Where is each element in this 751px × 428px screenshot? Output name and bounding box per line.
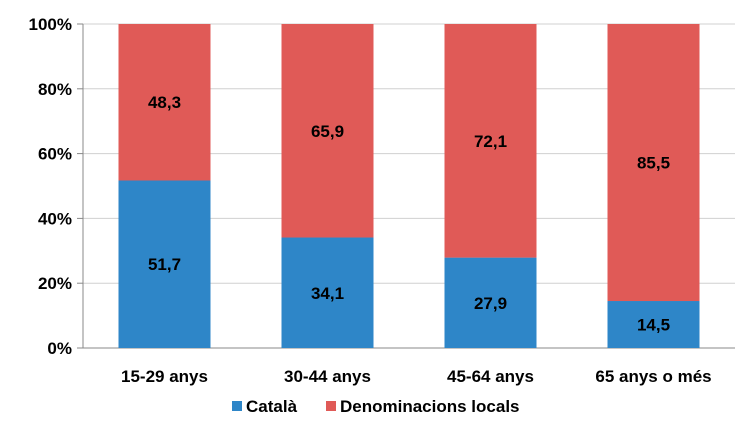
- x-axis: 15-29 anys 30-44 anys 45-64 anys 65 anys o …: [121, 367, 712, 386]
- legend-label: Català: [246, 397, 298, 416]
- bar-segment: [607, 24, 700, 302]
- legend-swatch: [326, 401, 336, 411]
- bar-segment: [444, 24, 537, 258]
- x-tick-label: 30-44 anys: [284, 367, 371, 386]
- y-tick-label: 100%: [29, 15, 72, 34]
- bar-segment: [607, 301, 700, 348]
- data-label: 27,9: [474, 294, 507, 313]
- y-tick-label: 60%: [38, 145, 72, 164]
- bars: [118, 24, 700, 348]
- y-axis: 0% 20% 40% 60% 80% 100%: [29, 15, 84, 358]
- data-labels: 51,7 48,3 34,1 65,9 27,9 72,1 14,5 85,5: [148, 93, 670, 334]
- y-tick-label: 20%: [38, 274, 72, 293]
- y-tick-label: 40%: [38, 209, 72, 228]
- data-label: 34,1: [311, 284, 344, 303]
- bar-segment: [118, 180, 211, 348]
- bar-segment: [281, 237, 374, 348]
- bar-segment: [281, 24, 374, 238]
- bar-segment: [444, 257, 537, 348]
- x-tick-label: 65 anys o més: [595, 367, 711, 386]
- legend-swatch: [232, 401, 242, 411]
- data-label: 14,5: [637, 316, 670, 335]
- data-label: 51,7: [148, 255, 181, 274]
- data-label: 48,3: [148, 93, 181, 112]
- x-tick-label: 15-29 anys: [121, 367, 208, 386]
- x-tick-label: 45-64 anys: [447, 367, 534, 386]
- data-label: 85,5: [637, 154, 670, 173]
- data-label: 65,9: [311, 122, 344, 141]
- legend-label: Denominacions locals: [340, 397, 520, 416]
- y-tick-label: 0%: [47, 339, 72, 358]
- y-tick-label: 80%: [38, 80, 72, 99]
- legend: Català Denominacions locals: [232, 397, 520, 416]
- bar-segment: [118, 24, 211, 181]
- data-label: 72,1: [474, 132, 507, 151]
